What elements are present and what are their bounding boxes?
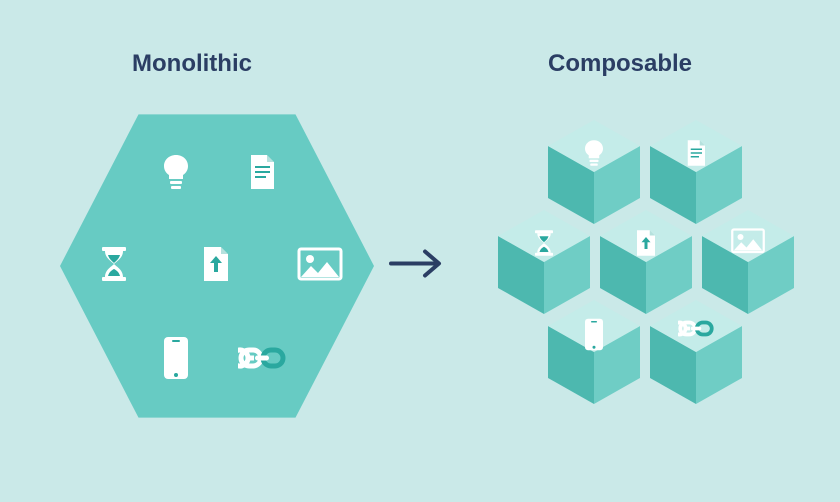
- link-icon: [678, 318, 714, 339]
- upload-icon: [196, 244, 236, 284]
- link-icon: [238, 344, 286, 372]
- cube-lightbulb: [548, 120, 640, 224]
- diagram-canvas: Monolithic Composable: [0, 0, 840, 502]
- cube-link: [650, 300, 742, 404]
- phone-icon: [584, 318, 604, 351]
- monolithic-heading: Monolithic: [132, 50, 252, 78]
- document-icon: [242, 152, 282, 192]
- cube-phone: [548, 300, 640, 404]
- hourglass-icon: [94, 244, 134, 284]
- lightbulb-icon: [579, 138, 609, 168]
- image-icon: [731, 228, 766, 254]
- cube-image: [702, 210, 794, 314]
- upload-icon: [631, 228, 661, 258]
- arrow-icon: [387, 246, 445, 287]
- lightbulb-icon: [156, 152, 196, 192]
- hourglass-icon: [529, 228, 559, 258]
- composable-heading: Composable: [548, 50, 692, 78]
- document-icon: [681, 138, 711, 168]
- cube-upload: [600, 210, 692, 314]
- phone-icon: [163, 336, 189, 380]
- cube-document: [650, 120, 742, 224]
- cube-hourglass: [498, 210, 590, 314]
- image-icon: [297, 247, 343, 281]
